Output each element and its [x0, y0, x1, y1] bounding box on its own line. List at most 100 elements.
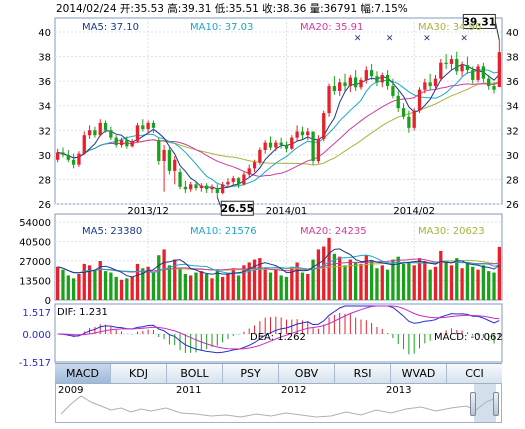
price-ma20-label: MA20: 35.91	[300, 22, 363, 33]
overview-navigator[interactable]: 2009 2011 2012 2013	[55, 383, 502, 423]
candle-body	[327, 86, 331, 114]
volume-bar	[82, 263, 86, 300]
candle-body	[125, 140, 129, 147]
candle-body	[359, 79, 363, 88]
volume-bar	[178, 268, 182, 300]
candle-body	[119, 140, 124, 146]
tab-rsi[interactable]: RSI	[335, 364, 391, 383]
volume-bar	[487, 271, 491, 300]
volume-bar	[66, 275, 70, 300]
event-marker-icon: ✕	[423, 34, 431, 44]
candle-body	[226, 181, 230, 185]
candle-body	[135, 125, 140, 142]
volume-bar	[423, 261, 427, 300]
candle-body	[380, 75, 384, 83]
volume-bar	[471, 266, 475, 300]
volume-bar	[433, 266, 438, 300]
candle-body	[385, 75, 390, 87]
price-tick-right: 34	[506, 102, 519, 113]
tab-cci[interactable]: CCI	[465, 367, 484, 380]
volume-bar	[364, 255, 368, 300]
tab-kdj[interactable]: KDJ	[111, 364, 167, 383]
volume-bar	[252, 259, 257, 300]
candle-body	[444, 62, 448, 64]
volume-bar	[332, 253, 337, 300]
candle-body	[364, 70, 368, 80]
volume-bar	[369, 261, 374, 300]
overview-selection[interactable]	[474, 384, 496, 422]
volume-tick: 54000	[19, 218, 51, 229]
overview-left-handle[interactable]	[470, 392, 476, 416]
candle-body	[465, 65, 470, 71]
candle-body	[332, 86, 337, 91]
date-label: 2014/02	[393, 206, 435, 217]
overview-right-handle[interactable]	[493, 392, 499, 416]
candle-body	[295, 131, 299, 138]
candle-body	[348, 77, 352, 87]
candle-body	[311, 131, 315, 161]
volume-bar	[93, 269, 97, 300]
candle-body	[343, 82, 347, 87]
macd-panel	[54, 303, 503, 363]
volume-bar	[157, 255, 161, 300]
volume-panel	[54, 213, 503, 301]
tab-obv[interactable]: OBV	[279, 364, 335, 383]
price-tick-left: 38	[38, 53, 51, 64]
candle-body	[258, 149, 262, 163]
volume-ma5-line	[57, 248, 500, 278]
volume-bar	[481, 265, 486, 300]
volume-bar	[306, 274, 310, 300]
macd-tick-zero: 0.000	[22, 330, 51, 341]
candle-body	[423, 82, 427, 90]
price-tick-right: 38	[506, 53, 519, 64]
volume-bar	[141, 268, 145, 300]
volume-bar	[348, 259, 352, 300]
volume-bar	[295, 262, 299, 300]
volume-bar	[242, 265, 246, 300]
candle-body	[146, 122, 150, 130]
volume-bar	[71, 278, 76, 300]
price-tick-left: 32	[38, 126, 51, 137]
date-label: 2013/12	[127, 206, 169, 217]
candle-body	[263, 142, 267, 150]
candle-body	[215, 188, 219, 193]
candle-body	[338, 82, 342, 91]
price-tick-left: 34	[38, 102, 51, 113]
tab-psy[interactable]: PSY	[223, 364, 279, 383]
price-tick-left: 30	[38, 151, 51, 162]
price-tick-right: 32	[506, 126, 519, 137]
macd-dif-label: DIF: 1.231	[57, 307, 108, 318]
overview-year-3: 2012	[281, 385, 307, 396]
candle-body	[220, 184, 225, 193]
tab-wvad[interactable]: WVAD	[391, 364, 447, 383]
price-annotation-label: 26.55	[221, 203, 254, 215]
volume-bar	[465, 263, 470, 300]
candle-body	[173, 159, 177, 171]
candle-body	[178, 172, 182, 187]
macd-dea-line	[57, 305, 500, 350]
volume-bar	[215, 269, 219, 300]
volume-bar	[391, 259, 395, 300]
tab-macd[interactable]: MACD	[55, 364, 111, 383]
volume-bar	[460, 268, 464, 300]
volume-tick: 0	[45, 296, 51, 307]
tab-boll[interactable]: BOLL	[167, 364, 223, 383]
candle-body	[369, 70, 374, 77]
price-tick-right: 28	[506, 175, 519, 186]
price-panel	[54, 17, 503, 205]
volume-bar	[146, 266, 150, 300]
volume-bar	[401, 263, 406, 300]
volume-bar	[396, 256, 400, 300]
volume-bar	[412, 265, 416, 300]
volume-bar	[327, 237, 331, 300]
volume-bar	[135, 263, 140, 300]
candle-body	[71, 159, 76, 165]
volume-bar	[173, 259, 177, 300]
volume-ma30-label: MA30: 20623	[418, 226, 485, 237]
event-marker-icon: ✕	[460, 34, 468, 44]
volume-bar	[151, 272, 156, 300]
candle-body	[290, 137, 294, 149]
volume-bar	[428, 269, 432, 300]
price-tick-left: 36	[38, 77, 51, 88]
